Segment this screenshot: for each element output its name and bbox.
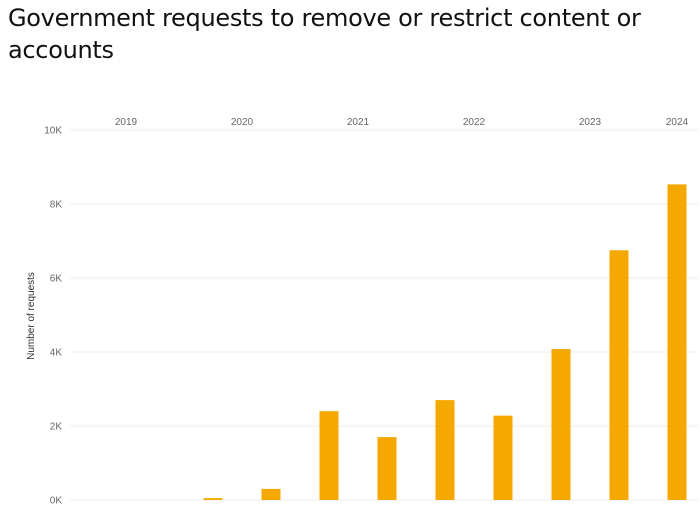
year-labels: 2019 2020 2021 2022 2023 2024: [115, 117, 689, 128]
year-label: 2024: [666, 117, 689, 128]
year-label: 2023: [579, 117, 602, 128]
y-tick-label: 10K: [44, 126, 62, 137]
chart-title: Government requests to remove or restric…: [8, 4, 641, 64]
y-tick-label: 0K: [50, 496, 63, 507]
year-label: 2022: [463, 117, 486, 128]
bar: [435, 400, 455, 500]
bar: [609, 250, 629, 500]
bar: [551, 349, 571, 500]
y-tick-label: 2K: [50, 422, 63, 433]
year-label: 2019: [115, 117, 138, 128]
y-tick-label: 6K: [50, 274, 63, 285]
y-tick-labels: 0K 2K 4K 6K 8K 10K: [44, 126, 62, 507]
year-label: 2021: [347, 117, 370, 128]
bar: [493, 415, 513, 500]
bar: [319, 411, 339, 500]
bars: [203, 184, 687, 500]
bar: [667, 184, 687, 500]
bar: [203, 498, 223, 500]
bar: [261, 488, 281, 500]
y-tick-label: 8K: [50, 200, 63, 211]
y-tick-label: 4K: [50, 348, 63, 359]
bar: [377, 437, 397, 500]
y-axis-label: Number of requests: [26, 272, 37, 360]
year-label: 2020: [231, 117, 254, 128]
